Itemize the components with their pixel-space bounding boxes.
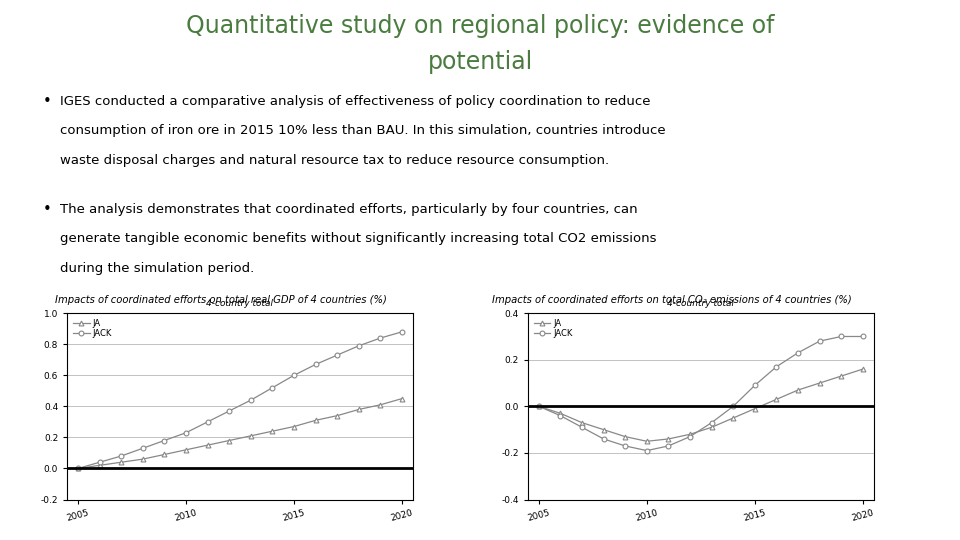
JA [288,423,300,430]
JA [115,459,127,465]
JACK [353,342,365,349]
JACK [555,413,566,419]
JA [835,373,847,379]
JA [706,424,717,430]
JA [137,456,149,462]
Text: IGES conducted a comparative analysis of effectiveness of policy coordination to: IGES conducted a comparative analysis of… [60,94,651,107]
JACK [202,418,213,425]
Text: Impacts of coordinated efforts on total real GDP of 4 countries (%): Impacts of coordinated efforts on total … [55,295,387,305]
Line: JA: JA [76,396,404,471]
JA [374,402,386,408]
JA [245,433,256,439]
JACK [706,420,717,426]
JA [310,417,322,423]
JACK [662,443,674,449]
JA [814,380,826,386]
JACK [814,338,826,345]
JA [72,465,84,472]
JA [684,431,696,437]
JACK [224,408,235,414]
JACK [72,465,84,472]
JA [619,434,631,440]
JACK [576,424,588,430]
Text: 4-country total: 4-country total [667,299,734,308]
JACK [115,453,127,459]
Text: consumption of iron ore in 2015 10% less than BAU. In this simulation, countries: consumption of iron ore in 2015 10% less… [60,124,666,137]
Text: Quantitative study on regional policy: evidence of: Quantitative study on regional policy: e… [185,14,775,37]
JACK [598,436,610,442]
JA [576,420,588,426]
JACK [835,333,847,340]
JA [180,447,192,453]
JA [749,406,760,412]
Text: potential: potential [427,50,533,73]
Text: 4-country total: 4-country total [206,299,274,308]
JA [267,428,278,434]
JACK [288,372,300,379]
JACK [728,403,739,410]
Line: JA: JA [537,367,865,444]
JACK [749,382,760,389]
JA [662,436,674,442]
JACK [245,397,256,403]
JA [224,437,235,444]
JA [353,406,365,413]
Legend: JA, JACK: JA, JACK [532,318,574,340]
JACK [94,459,106,465]
JA [533,403,544,410]
JACK [533,403,544,410]
JACK [857,333,869,340]
JA [792,387,804,393]
Line: JACK: JACK [537,334,865,453]
JACK [374,335,386,341]
JA [857,366,869,373]
JA [202,442,213,448]
Legend: JA, JACK: JA, JACK [71,318,113,340]
JA [771,396,782,403]
JACK [684,434,696,440]
Text: waste disposal charges and natural resource tax to reduce resource consumption.: waste disposal charges and natural resou… [60,154,610,167]
JACK [137,445,149,451]
JACK [267,384,278,391]
JACK [619,443,631,449]
JACK [396,328,408,335]
Text: generate tangible economic benefits without significantly increasing total CO2 e: generate tangible economic benefits with… [60,232,657,245]
JACK [158,437,170,444]
Text: •: • [43,94,52,110]
JA [94,462,106,469]
Text: The analysis demonstrates that coordinated efforts, particularly by four countri: The analysis demonstrates that coordinat… [60,202,638,215]
JA [331,413,343,419]
JACK [792,349,804,356]
JA [728,415,739,421]
JA [641,438,653,444]
Text: Impacts of coordinated efforts on total CO₂ emissions of 4 countries (%): Impacts of coordinated efforts on total … [492,295,852,305]
JACK [771,363,782,370]
Line: JACK: JACK [76,329,404,471]
JA [555,410,566,416]
JACK [331,352,343,359]
Text: •: • [43,202,52,218]
JA [158,451,170,458]
JACK [641,447,653,454]
JA [598,427,610,433]
JA [396,395,408,402]
Text: www.iges.or.jp: www.iges.or.jp [798,521,868,531]
Text: 9: 9 [929,519,938,532]
Text: during the simulation period.: during the simulation period. [60,262,254,275]
JACK [310,361,322,368]
JACK [180,429,192,436]
